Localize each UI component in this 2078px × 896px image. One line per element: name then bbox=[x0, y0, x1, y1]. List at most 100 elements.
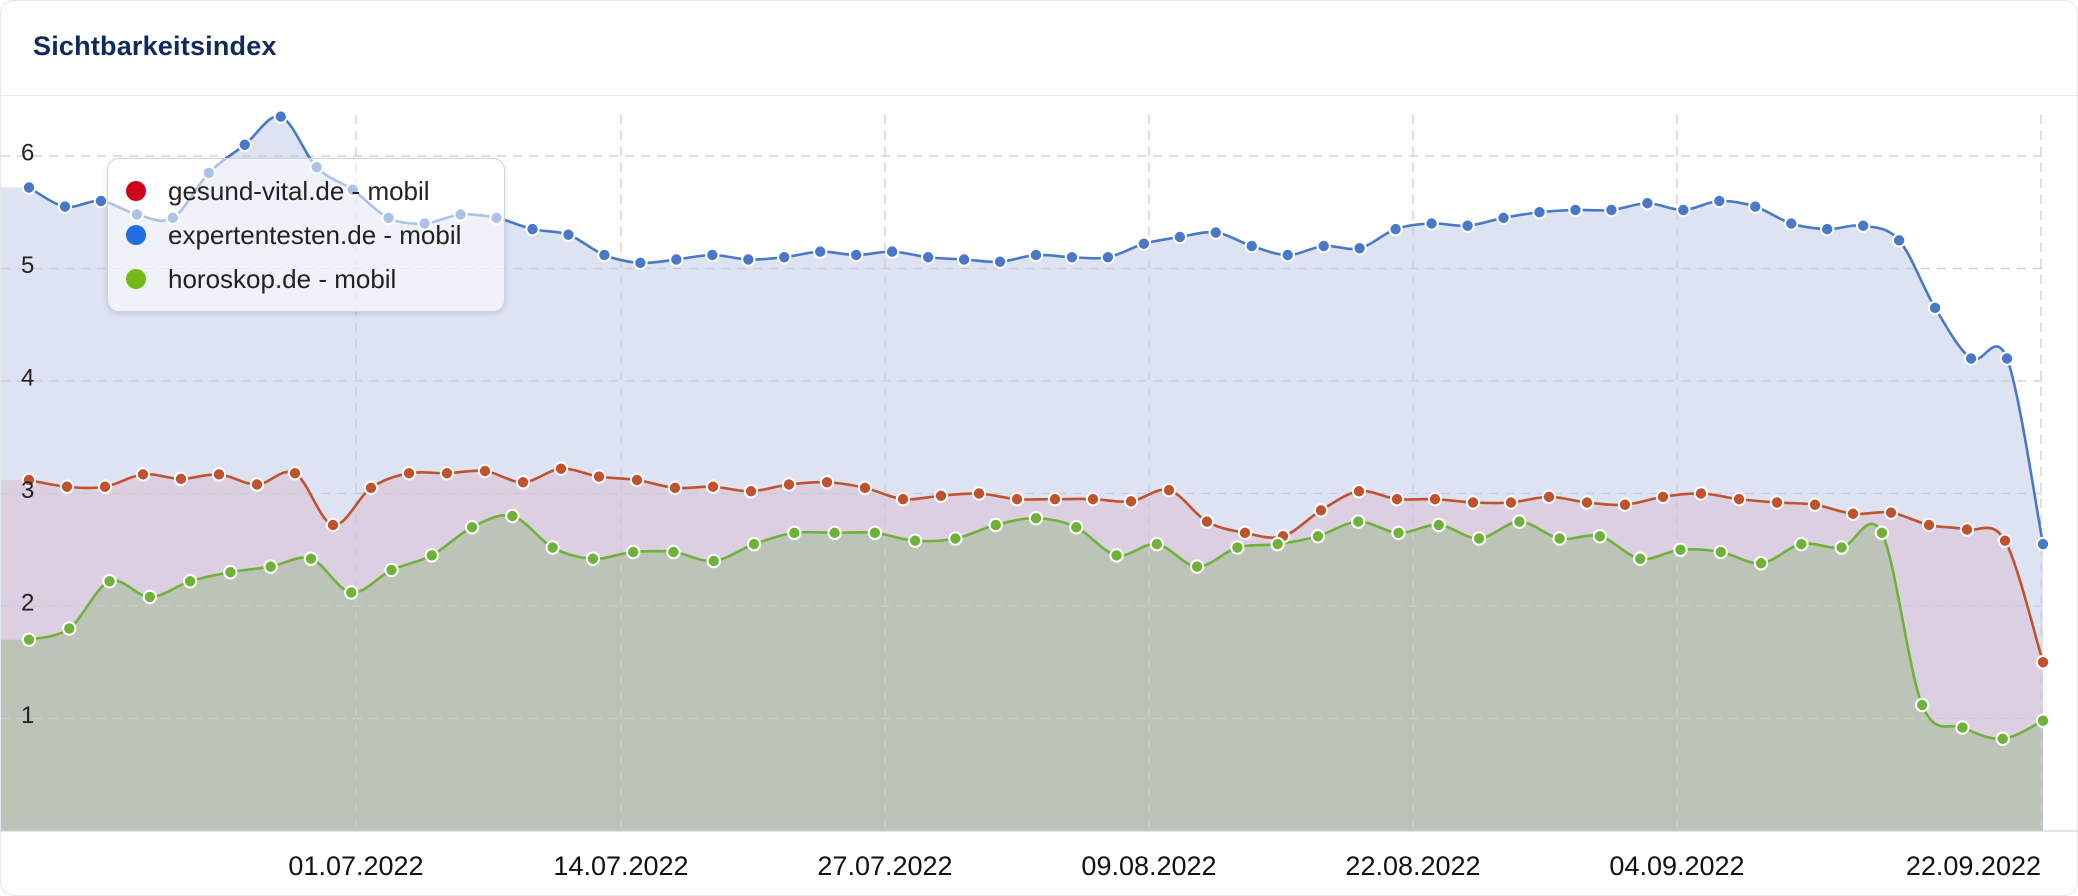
data-point bbox=[102, 574, 117, 589]
data-point bbox=[363, 480, 379, 496]
data-point bbox=[884, 244, 900, 259]
x-tick-label: 09.08.2022 bbox=[1081, 851, 1216, 881]
data-point bbox=[1955, 720, 1970, 735]
data-point bbox=[303, 551, 319, 566]
data-point bbox=[1769, 495, 1785, 510]
data-point bbox=[1431, 517, 1447, 533]
y-tick-label: 5 bbox=[21, 252, 34, 279]
data-point bbox=[1028, 511, 1044, 526]
data-point bbox=[1009, 491, 1025, 507]
data-point bbox=[1541, 489, 1557, 505]
data-point bbox=[1552, 531, 1567, 546]
data-point bbox=[1855, 218, 1871, 233]
data-point bbox=[1123, 494, 1139, 509]
data-point bbox=[1512, 514, 1527, 529]
data-point bbox=[1997, 533, 2013, 548]
data-point bbox=[971, 486, 987, 501]
data-point bbox=[325, 517, 341, 533]
data-point bbox=[62, 621, 77, 636]
data-point bbox=[988, 517, 1003, 533]
data-point bbox=[1503, 495, 1519, 510]
y-tick-label: 2 bbox=[21, 589, 34, 616]
data-point bbox=[1208, 225, 1224, 240]
data-point bbox=[746, 536, 762, 552]
data-point bbox=[1069, 520, 1084, 535]
data-point bbox=[1784, 216, 1799, 231]
data-point bbox=[57, 199, 73, 214]
data-point bbox=[1914, 697, 1930, 713]
data-point bbox=[1963, 351, 1979, 366]
data-point bbox=[1633, 551, 1648, 566]
data-point bbox=[1617, 497, 1633, 512]
data-point bbox=[1189, 559, 1205, 574]
data-point bbox=[2035, 536, 2051, 552]
axis-layer: 1 2 3 4 5 6 01.07.2022 14.07.2022 27.07.2022 09.0… bbox=[1, 139, 2077, 881]
data-point bbox=[1807, 497, 1823, 512]
data-point bbox=[585, 551, 601, 566]
data-point bbox=[173, 471, 189, 487]
data-point bbox=[1753, 556, 1769, 571]
data-point bbox=[992, 254, 1008, 269]
data-point bbox=[1883, 505, 1899, 520]
data-point bbox=[1230, 540, 1245, 555]
data-point bbox=[1655, 489, 1671, 505]
data-point bbox=[907, 533, 923, 548]
data-point bbox=[1496, 210, 1511, 226]
legend-item-expertentesten[interactable]: expertentesten.de - mobil bbox=[126, 217, 461, 253]
data-point bbox=[920, 250, 936, 265]
x-tick-label: 22.08.2022 bbox=[1345, 851, 1480, 881]
data-point bbox=[1568, 202, 1583, 218]
data-point bbox=[1313, 503, 1329, 518]
data-point bbox=[1891, 233, 1907, 248]
data-point bbox=[1748, 199, 1763, 214]
data-point bbox=[626, 544, 641, 560]
data-point bbox=[1047, 491, 1063, 507]
data-point bbox=[439, 466, 455, 481]
data-point bbox=[1794, 536, 1809, 552]
data-point bbox=[505, 508, 520, 524]
data-point bbox=[401, 466, 417, 481]
data-point bbox=[1351, 514, 1366, 529]
data-point bbox=[1579, 495, 1595, 510]
y-tick-label: 6 bbox=[21, 139, 34, 166]
y-tick-label: 4 bbox=[21, 364, 34, 391]
data-point bbox=[827, 525, 842, 541]
data-point bbox=[1310, 529, 1326, 544]
data-point bbox=[1391, 525, 1406, 541]
data-point bbox=[182, 574, 198, 589]
data-point bbox=[553, 461, 569, 476]
data-point bbox=[1713, 544, 1728, 560]
data-point bbox=[1995, 731, 2010, 746]
data-point bbox=[1085, 491, 1101, 507]
data-point bbox=[777, 250, 792, 265]
point-layer bbox=[21, 109, 2051, 746]
data-point bbox=[237, 137, 252, 152]
legend-dot-icon bbox=[126, 269, 146, 289]
legend-item-horoskop[interactable]: horoskop.de - mobil bbox=[126, 261, 396, 297]
data-point bbox=[1244, 238, 1259, 254]
legend-item-gesund-vital[interactable]: gesund-vital.de - mobil bbox=[126, 173, 430, 209]
data-point bbox=[1874, 525, 1890, 541]
data-point bbox=[344, 585, 359, 600]
data-point bbox=[1161, 482, 1177, 498]
data-point bbox=[1820, 221, 1835, 237]
data-point bbox=[597, 247, 612, 263]
x-tick-label: 27.07.2022 bbox=[817, 851, 952, 881]
data-point bbox=[1316, 238, 1331, 254]
data-point bbox=[1109, 548, 1124, 563]
data-point bbox=[1959, 522, 1975, 537]
data-point bbox=[1834, 540, 1849, 555]
data-point bbox=[1999, 351, 2015, 366]
data-point bbox=[787, 525, 802, 541]
data-point bbox=[705, 479, 721, 494]
data-point bbox=[948, 531, 963, 546]
data-point bbox=[1845, 506, 1861, 521]
data-point bbox=[1427, 491, 1443, 507]
data-point bbox=[667, 480, 683, 496]
data-point bbox=[142, 589, 158, 605]
data-point bbox=[464, 520, 480, 535]
data-point bbox=[384, 562, 399, 578]
data-point bbox=[1471, 531, 1487, 546]
